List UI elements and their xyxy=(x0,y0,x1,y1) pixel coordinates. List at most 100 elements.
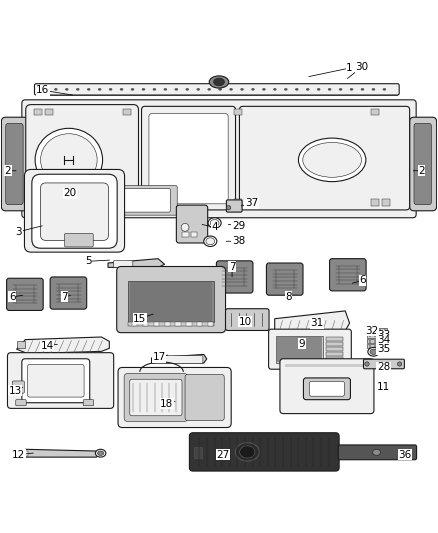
Text: 14: 14 xyxy=(40,341,54,351)
Ellipse shape xyxy=(98,88,102,91)
Ellipse shape xyxy=(240,88,244,91)
Ellipse shape xyxy=(397,362,402,366)
Bar xyxy=(326,357,343,361)
Text: 9: 9 xyxy=(298,339,305,349)
FancyBboxPatch shape xyxy=(109,185,177,215)
Polygon shape xyxy=(275,311,350,331)
Ellipse shape xyxy=(372,88,375,91)
Ellipse shape xyxy=(208,88,211,91)
FancyBboxPatch shape xyxy=(304,378,350,400)
Text: 35: 35 xyxy=(377,344,390,354)
Ellipse shape xyxy=(41,134,97,186)
Text: 15: 15 xyxy=(133,314,146,324)
Bar xyxy=(154,322,159,326)
Text: 8: 8 xyxy=(285,292,292,302)
Ellipse shape xyxy=(303,142,361,177)
Ellipse shape xyxy=(98,451,104,455)
Text: 38: 38 xyxy=(232,236,245,246)
Ellipse shape xyxy=(208,218,221,228)
Ellipse shape xyxy=(361,88,364,91)
Ellipse shape xyxy=(181,223,189,231)
Bar xyxy=(128,322,214,326)
FancyBboxPatch shape xyxy=(226,200,242,212)
Bar xyxy=(45,109,53,115)
Bar xyxy=(45,199,53,206)
Bar xyxy=(382,199,390,206)
Text: 6: 6 xyxy=(359,276,366,286)
Bar xyxy=(208,322,213,326)
Ellipse shape xyxy=(35,128,102,191)
Bar xyxy=(326,342,343,346)
FancyBboxPatch shape xyxy=(26,104,138,212)
Ellipse shape xyxy=(284,88,288,91)
FancyBboxPatch shape xyxy=(25,169,124,252)
Text: 34: 34 xyxy=(377,335,390,345)
Text: 30: 30 xyxy=(355,62,368,72)
Bar xyxy=(245,199,253,206)
Text: 20: 20 xyxy=(64,188,77,198)
FancyBboxPatch shape xyxy=(124,374,187,422)
FancyBboxPatch shape xyxy=(189,433,339,471)
Text: 11: 11 xyxy=(377,383,390,392)
FancyBboxPatch shape xyxy=(117,266,226,333)
Ellipse shape xyxy=(131,88,134,91)
Bar xyxy=(369,334,371,337)
Bar xyxy=(234,199,242,206)
Ellipse shape xyxy=(153,88,156,91)
Bar xyxy=(378,329,381,332)
Ellipse shape xyxy=(370,349,377,354)
Text: 17: 17 xyxy=(152,352,166,362)
Ellipse shape xyxy=(209,76,229,88)
FancyBboxPatch shape xyxy=(22,359,90,403)
Text: 2: 2 xyxy=(5,166,11,176)
Bar xyxy=(367,328,387,333)
Bar xyxy=(191,232,197,237)
Bar xyxy=(378,344,381,348)
Ellipse shape xyxy=(210,220,219,227)
Ellipse shape xyxy=(235,443,259,461)
Ellipse shape xyxy=(373,449,381,455)
Bar xyxy=(326,337,343,341)
Text: 33: 33 xyxy=(377,330,390,340)
FancyBboxPatch shape xyxy=(130,379,182,416)
FancyBboxPatch shape xyxy=(32,174,117,248)
Ellipse shape xyxy=(368,348,379,356)
Bar xyxy=(367,339,387,343)
Text: 3: 3 xyxy=(15,227,22,237)
FancyBboxPatch shape xyxy=(22,100,416,218)
Bar xyxy=(20,450,28,456)
Bar xyxy=(234,109,242,115)
Bar xyxy=(285,364,369,367)
Ellipse shape xyxy=(142,88,145,91)
Ellipse shape xyxy=(240,446,255,458)
Ellipse shape xyxy=(175,88,178,91)
Polygon shape xyxy=(17,337,110,353)
FancyBboxPatch shape xyxy=(414,123,431,205)
Bar xyxy=(378,334,381,337)
Bar xyxy=(369,339,371,343)
Ellipse shape xyxy=(95,449,106,457)
FancyBboxPatch shape xyxy=(280,359,374,414)
Bar xyxy=(132,322,137,326)
FancyBboxPatch shape xyxy=(329,259,366,291)
Bar xyxy=(276,336,323,363)
FancyBboxPatch shape xyxy=(16,400,26,406)
FancyBboxPatch shape xyxy=(50,277,87,309)
Text: 18: 18 xyxy=(160,399,173,409)
Ellipse shape xyxy=(339,88,343,91)
Bar xyxy=(186,322,191,326)
Ellipse shape xyxy=(298,138,366,182)
Bar xyxy=(326,352,343,357)
Ellipse shape xyxy=(186,88,189,91)
Text: 31: 31 xyxy=(310,318,324,328)
Text: 29: 29 xyxy=(232,221,245,231)
Text: 7: 7 xyxy=(61,292,68,302)
Polygon shape xyxy=(108,259,165,268)
Text: 7: 7 xyxy=(229,262,235,271)
Text: 32: 32 xyxy=(366,326,379,336)
FancyBboxPatch shape xyxy=(7,278,43,310)
Ellipse shape xyxy=(365,362,369,366)
FancyBboxPatch shape xyxy=(141,107,236,210)
Bar xyxy=(384,329,386,332)
Bar xyxy=(374,334,376,337)
